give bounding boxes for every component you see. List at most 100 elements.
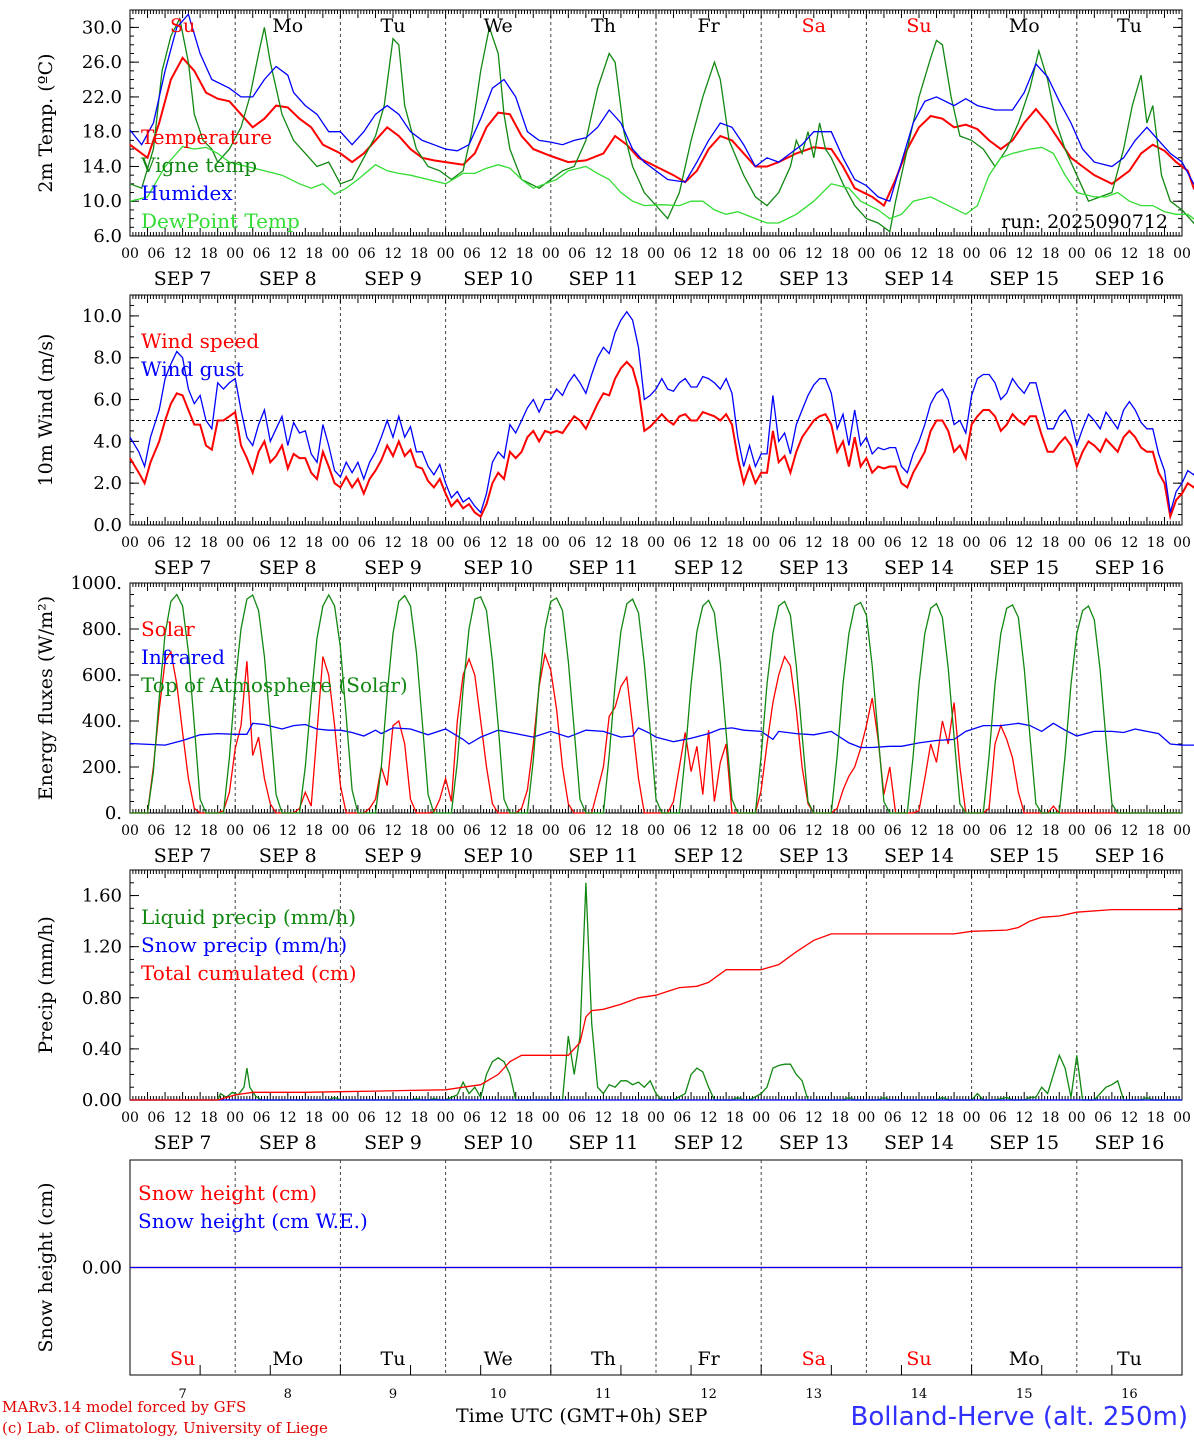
hour-tick-label: 00 <box>542 246 560 262</box>
y-axis-label: 2m Temp. (ºC) <box>35 53 57 192</box>
hour-tick-label: 06 <box>253 823 271 839</box>
legend-entry: Solar <box>141 617 195 641</box>
series-line-humidex <box>129 12 1194 203</box>
y-tick-label: 0.00 <box>82 1258 122 1279</box>
date-label: SEP 13 <box>779 1132 849 1154</box>
hour-tick-label: 18 <box>936 1110 954 1126</box>
y-axis-label: 10m Wind (m/s) <box>35 334 57 487</box>
hour-tick-label: 18 <box>1042 246 1060 262</box>
hour-tick-label: 18 <box>1042 535 1060 551</box>
hour-tick-label: 00 <box>752 246 770 262</box>
date-label: SEP 11 <box>568 268 638 290</box>
weekday-label: Sa <box>802 15 826 37</box>
x-ticks <box>129 870 1183 1100</box>
hour-tick-label: 06 <box>463 246 481 262</box>
hour-tick-label: 00 <box>331 246 349 262</box>
hour-tick-label: 00 <box>542 535 560 551</box>
weekday-label: Su <box>906 15 931 37</box>
day-number: 10 <box>490 1387 507 1400</box>
hour-tick-label: 12 <box>174 823 192 839</box>
weekday-label: Su <box>170 15 195 37</box>
hour-tick-label: 18 <box>936 246 954 262</box>
hour-tick-label: 00 <box>437 535 455 551</box>
hour-tick-label: 06 <box>358 1110 376 1126</box>
day-number: 9 <box>389 1387 397 1400</box>
hour-tick-label: 12 <box>384 823 402 839</box>
hour-tick-label: 00 <box>963 1110 981 1126</box>
series-line-wind-gust <box>129 310 1194 514</box>
hour-tick-label: 00 <box>121 246 139 262</box>
hour-tick-label: 00 <box>331 823 349 839</box>
day-number: 8 <box>284 1387 292 1400</box>
hour-tick-label: 06 <box>568 535 586 551</box>
legend-entry: Vigne temp <box>140 153 257 177</box>
series-line-liquid-precip-mm-h- <box>130 882 1182 1101</box>
hour-tick-label: 12 <box>805 1110 823 1126</box>
hour-tick-label: 06 <box>253 535 271 551</box>
hour-tick-label: 06 <box>1094 535 1112 551</box>
hour-tick-label: 06 <box>463 823 481 839</box>
hour-tick-label: 12 <box>279 535 297 551</box>
hour-tick-label: 00 <box>1068 1110 1086 1126</box>
hour-tick-label: 12 <box>489 535 507 551</box>
weekday-label: Fr <box>697 1348 720 1370</box>
hour-tick-label: 00 <box>121 535 139 551</box>
hour-tick-label: 00 <box>437 823 455 839</box>
hour-tick-label: 00 <box>752 535 770 551</box>
hour-tick-label: 12 <box>384 535 402 551</box>
hour-tick-label: 18 <box>621 823 639 839</box>
date-label: SEP 7 <box>154 557 212 579</box>
legend-entry: Humidex <box>141 181 233 205</box>
hour-tick-label: 00 <box>542 823 560 839</box>
hour-tick-label: 12 <box>910 1110 928 1126</box>
hour-tick-label: 18 <box>200 246 218 262</box>
hour-tick-label: 06 <box>253 1110 271 1126</box>
hour-tick-label: 00 <box>857 246 875 262</box>
weekday-label: Mo <box>272 15 303 37</box>
weekday-label: Su <box>906 1348 931 1370</box>
hour-tick-label: 06 <box>884 246 902 262</box>
hour-tick-label: 00 <box>647 246 665 262</box>
hour-tick-label: 06 <box>147 1110 165 1126</box>
weekday-label: Sa <box>802 1348 826 1370</box>
date-label: SEP 16 <box>1094 268 1164 290</box>
date-label: SEP 15 <box>989 845 1059 867</box>
y-tick-label: 26.0 <box>82 52 122 73</box>
hour-tick-label: 18 <box>726 1110 744 1126</box>
x-ticks <box>129 10 1183 236</box>
y-axis-label: Snow height (cm) <box>35 1182 57 1352</box>
date-label: SEP 14 <box>884 845 954 867</box>
hour-tick-label: 18 <box>410 1110 428 1126</box>
series-line-temperature <box>129 56 1194 208</box>
y-tick-label: 8.0 <box>93 348 122 369</box>
y-tick-label: 6.0 <box>93 226 122 247</box>
date-label: SEP 13 <box>779 268 849 290</box>
hour-tick-label: 18 <box>1147 1110 1165 1126</box>
x-axis-label: Time UTC (GMT+0h) SEP <box>456 1405 708 1427</box>
weekday-label: Th <box>591 15 616 37</box>
weekday-label: Tu <box>1117 1348 1142 1370</box>
hour-tick-label: 06 <box>779 823 797 839</box>
hour-tick-label: 12 <box>805 246 823 262</box>
hour-tick-label: 00 <box>1068 823 1086 839</box>
legend-entry: Liquid precip (mm/h) <box>141 905 356 929</box>
hour-tick-label: 18 <box>1042 823 1060 839</box>
y-tick-label: 0.00 <box>82 1090 122 1111</box>
hour-tick-label: 12 <box>384 1110 402 1126</box>
legend-entry: Wind gust <box>141 357 244 381</box>
date-label: SEP 10 <box>463 268 533 290</box>
hour-tick-label: 00 <box>752 1110 770 1126</box>
hour-tick-label: 18 <box>305 1110 323 1126</box>
y-tick-label: 0.40 <box>82 1039 122 1060</box>
hour-tick-label: 00 <box>1173 1110 1191 1126</box>
hour-tick-label: 06 <box>989 246 1007 262</box>
weekday-label: We <box>484 15 513 37</box>
hour-tick-label: 18 <box>516 535 534 551</box>
hour-tick-label: 18 <box>1147 823 1165 839</box>
hour-tick-label: 12 <box>174 535 192 551</box>
hour-tick-label: 12 <box>805 823 823 839</box>
hour-tick-label: 00 <box>226 535 244 551</box>
hour-tick-label: 18 <box>831 535 849 551</box>
date-label: SEP 12 <box>674 557 744 579</box>
y-tick-label: 1000. <box>70 573 122 594</box>
